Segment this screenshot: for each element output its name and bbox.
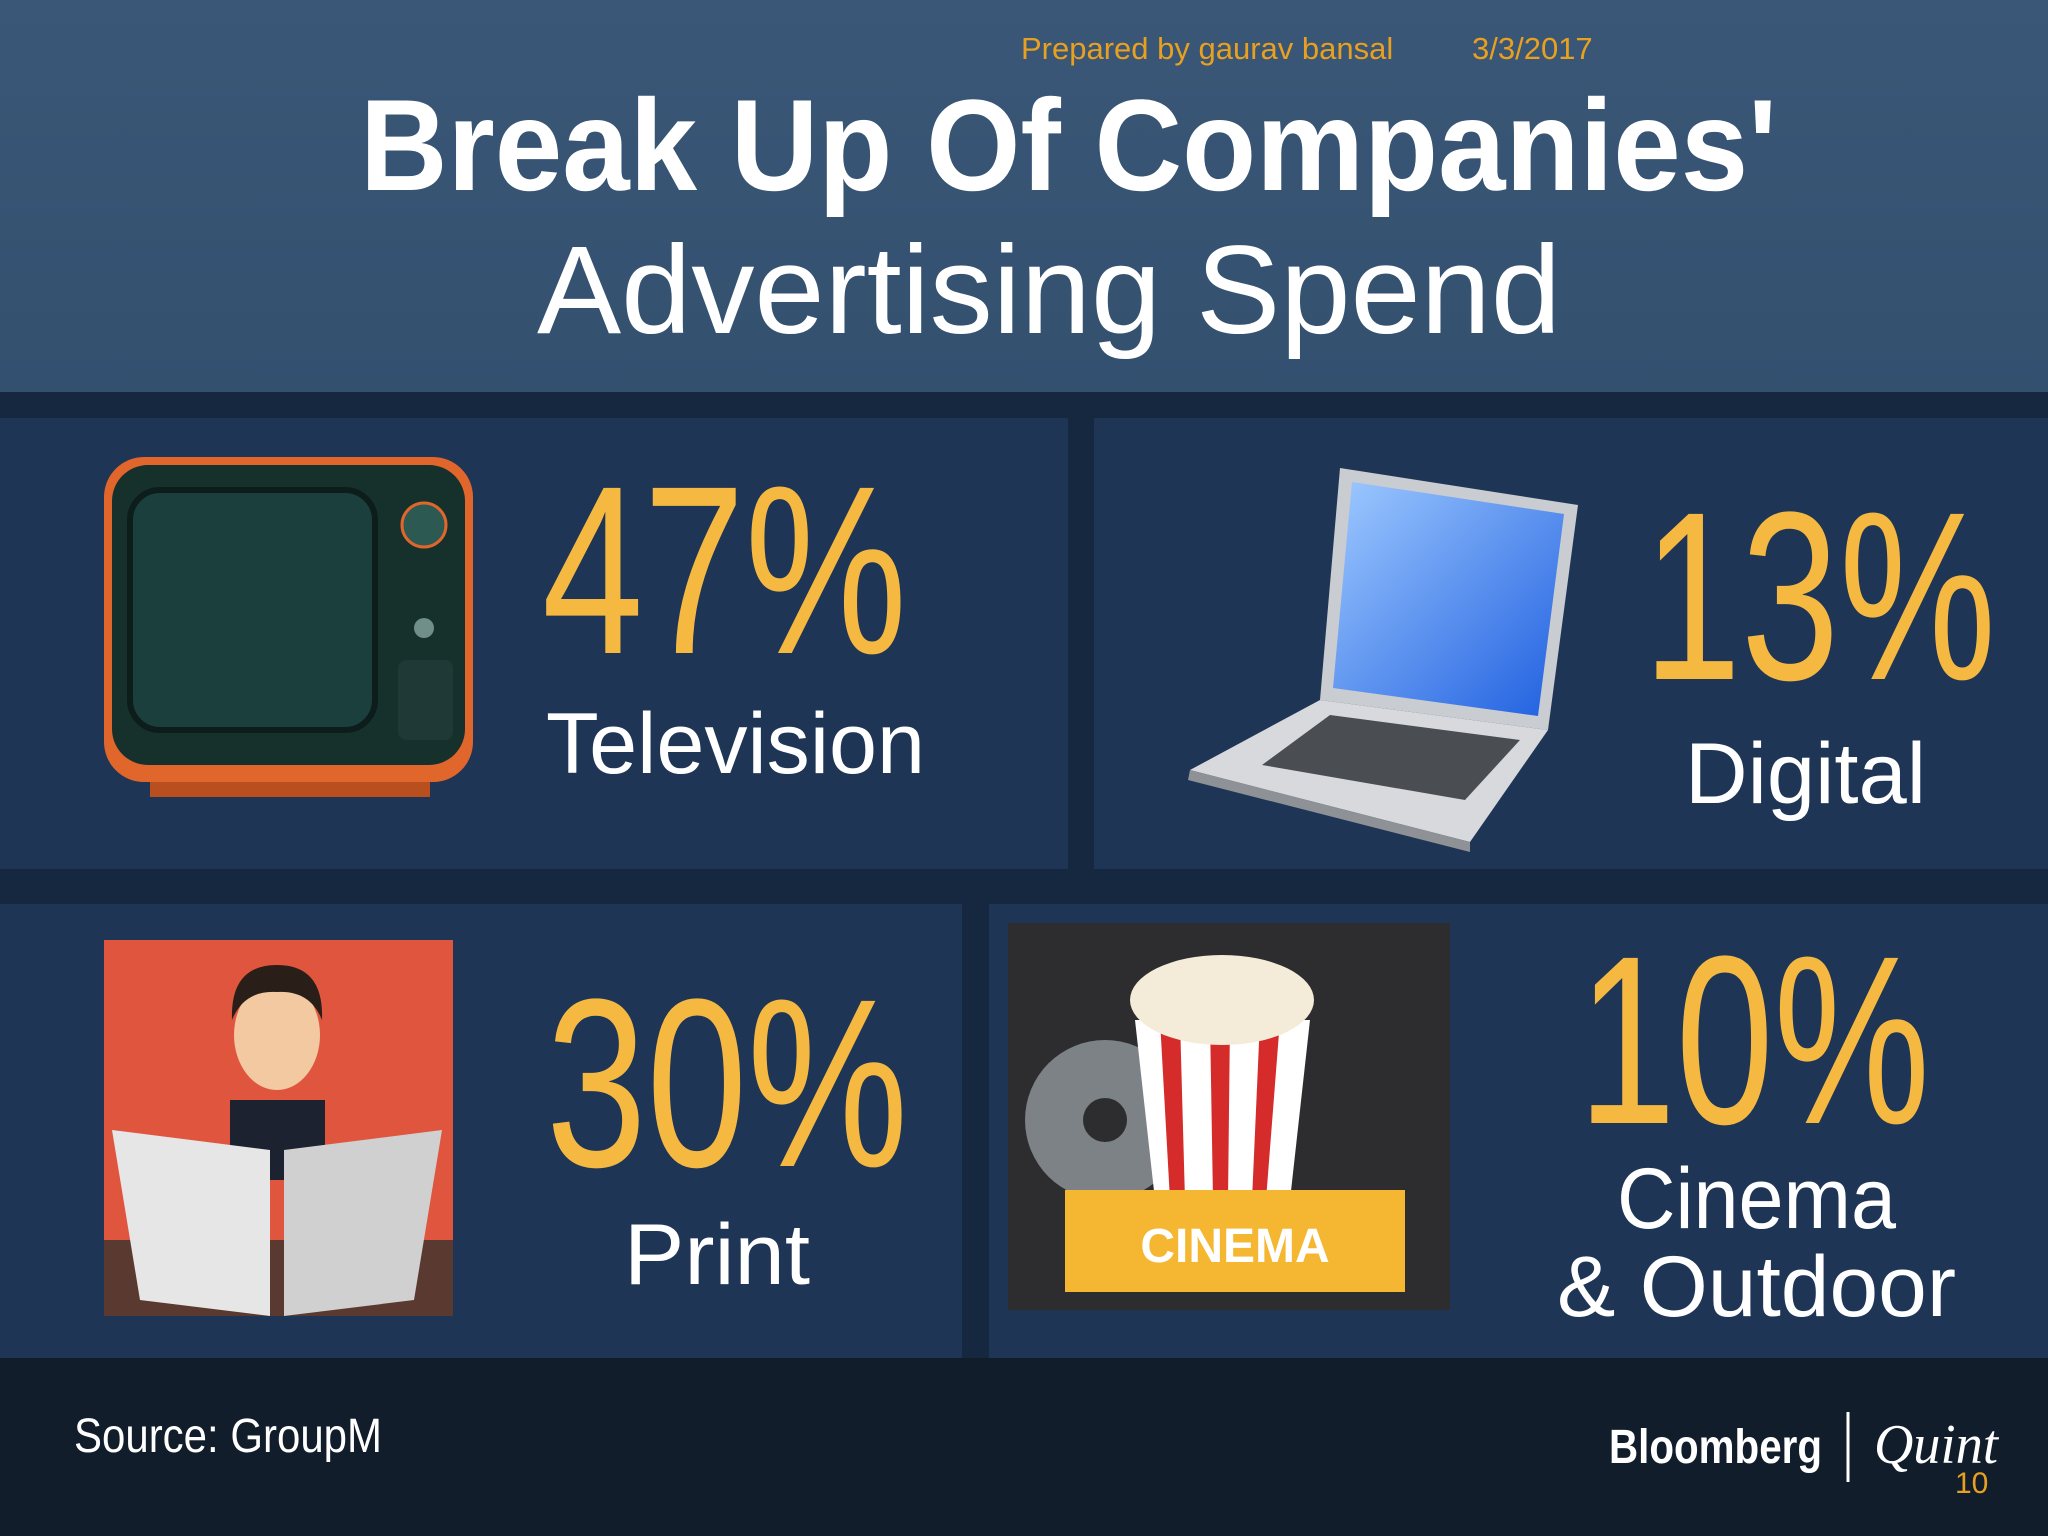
title-line2: Advertising Spend [537, 221, 1561, 360]
value: 30% [546, 949, 908, 1217]
tv-icon [104, 457, 473, 797]
label: Digital [1685, 726, 1926, 822]
brand-2: Quint [1874, 1414, 1999, 1476]
date: 3/3/2017 [1472, 31, 1593, 66]
brand: Bloomberg [1609, 1421, 1822, 1474]
cinema-icon: CINEMA [1008, 923, 1450, 1310]
label: Cinema [1617, 1151, 1896, 1247]
label: Print [624, 1207, 810, 1303]
cinema-sign: CINEMA [1140, 1220, 1329, 1273]
value: 10% [1578, 906, 1930, 1174]
source: Source: GroupM [74, 1410, 382, 1463]
label: Television [546, 696, 925, 792]
newspaper-reader-icon [104, 940, 453, 1316]
header-band [0, 0, 2048, 392]
value: 13% [1643, 462, 1996, 730]
footer-band [0, 1358, 2048, 1536]
title-line1: Break Up Of Companies' [360, 72, 1777, 218]
page-number: 10 [1955, 1467, 1988, 1500]
watermark: Prepared by gaurav bansal [1021, 31, 1393, 66]
laptop-icon [1188, 468, 1578, 852]
value: 47% [542, 436, 907, 704]
label-line2: & Outdoor [1557, 1239, 1956, 1335]
